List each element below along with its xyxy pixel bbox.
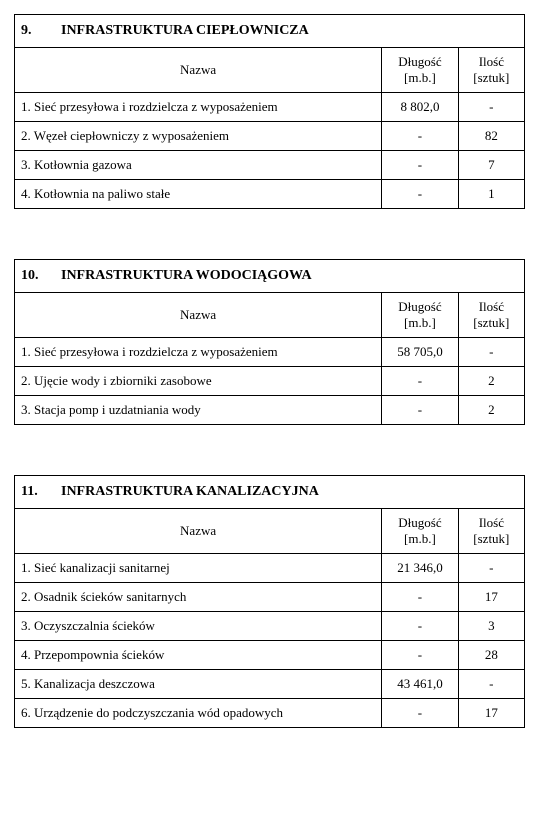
row-qty: 2: [458, 367, 524, 396]
row-label: 2. Węzeł ciepłowniczy z wyposażeniem: [15, 122, 382, 151]
table-row: 3. Stacja pomp i uzdatniania wody-2: [15, 396, 525, 425]
table-row: 4. Przepompownia ścieków-28: [15, 641, 525, 670]
column-header-length-line1: Długość: [388, 299, 452, 315]
table-row: 1. Sieć przesyłowa i rozdzielcza z wypos…: [15, 338, 525, 367]
row-qty: 1: [458, 180, 524, 209]
column-header-qty-line2: [sztuk]: [465, 315, 518, 331]
column-header-name: Nazwa: [15, 293, 382, 338]
table-row: 1. Sieć kanalizacji sanitarnej21 346,0-: [15, 554, 525, 583]
row-length: -: [382, 699, 459, 728]
row-label: 3. Oczyszczalnia ścieków: [15, 612, 382, 641]
column-header-length-line1: Długość: [388, 515, 452, 531]
row-label: 1. Sieć przesyłowa i rozdzielcza z wypos…: [15, 338, 382, 367]
row-label: 1. Sieć kanalizacji sanitarnej: [15, 554, 382, 583]
table-row: 6. Urządzenie do podczyszczania wód opad…: [15, 699, 525, 728]
column-header-qty: Ilość[sztuk]: [458, 48, 524, 93]
row-label: 5. Kanalizacja deszczowa: [15, 670, 382, 699]
row-label: 4. Kotłownia na paliwo stałe: [15, 180, 382, 209]
section-title: 9.INFRASTRUKTURA CIEPŁOWNICZA: [15, 15, 525, 48]
column-header-length-line2: [m.b.]: [388, 315, 452, 331]
column-header-length-line2: [m.b.]: [388, 531, 452, 547]
table-row: 2. Osadnik ścieków sanitarnych-17: [15, 583, 525, 612]
row-length: 43 461,0: [382, 670, 459, 699]
column-header-qty-line1: Ilość: [465, 54, 518, 70]
data-table: 10.INFRASTRUKTURA WODOCIĄGOWANazwaDługoś…: [14, 259, 525, 425]
column-header-name: Nazwa: [15, 48, 382, 93]
table-row: 2. Węzeł ciepłowniczy z wyposażeniem-82: [15, 122, 525, 151]
row-length: -: [382, 122, 459, 151]
table-row: 3. Oczyszczalnia ścieków-3: [15, 612, 525, 641]
section: 9.INFRASTRUKTURA CIEPŁOWNICZANazwaDługoś…: [14, 14, 525, 209]
section: 11.INFRASTRUKTURA KANALIZACYJNANazwaDług…: [14, 475, 525, 728]
table-row: 1. Sieć przesyłowa i rozdzielcza z wypos…: [15, 93, 525, 122]
document-root: 9.INFRASTRUKTURA CIEPŁOWNICZANazwaDługoś…: [14, 14, 525, 728]
section-title-text: INFRASTRUKTURA KANALIZACYJNA: [61, 484, 319, 499]
row-length: 21 346,0: [382, 554, 459, 583]
row-length: -: [382, 612, 459, 641]
row-qty: -: [458, 670, 524, 699]
row-qty: 17: [458, 699, 524, 728]
column-header-qty: Ilość[sztuk]: [458, 509, 524, 554]
table-row: 4. Kotłownia na paliwo stałe-1: [15, 180, 525, 209]
section-title-text: INFRASTRUKTURA CIEPŁOWNICZA: [61, 23, 309, 38]
row-qty: 28: [458, 641, 524, 670]
row-length: -: [382, 151, 459, 180]
section-number: 10.: [21, 268, 61, 284]
row-qty: -: [458, 93, 524, 122]
row-length: -: [382, 396, 459, 425]
row-label: 4. Przepompownia ścieków: [15, 641, 382, 670]
row-label: 2. Ujęcie wody i zbiorniki zasobowe: [15, 367, 382, 396]
row-qty: 17: [458, 583, 524, 612]
row-label: 1. Sieć przesyłowa i rozdzielcza z wypos…: [15, 93, 382, 122]
row-label: 2. Osadnik ścieków sanitarnych: [15, 583, 382, 612]
row-length: 58 705,0: [382, 338, 459, 367]
row-length: -: [382, 641, 459, 670]
column-header-qty-line1: Ilość: [465, 299, 518, 315]
section-title-text: INFRASTRUKTURA WODOCIĄGOWA: [61, 268, 312, 283]
row-label: 3. Kotłownia gazowa: [15, 151, 382, 180]
row-label: 3. Stacja pomp i uzdatniania wody: [15, 396, 382, 425]
row-length: 8 802,0: [382, 93, 459, 122]
data-table: 9.INFRASTRUKTURA CIEPŁOWNICZANazwaDługoś…: [14, 14, 525, 209]
column-header-length-line1: Długość: [388, 54, 452, 70]
section-title: 10.INFRASTRUKTURA WODOCIĄGOWA: [15, 260, 525, 293]
section-number: 11.: [21, 484, 61, 500]
column-header-name: Nazwa: [15, 509, 382, 554]
column-header-length: Długość[m.b.]: [382, 509, 459, 554]
column-header-qty-line2: [sztuk]: [465, 531, 518, 547]
row-length: -: [382, 367, 459, 396]
table-row: 2. Ujęcie wody i zbiorniki zasobowe-2: [15, 367, 525, 396]
row-qty: 2: [458, 396, 524, 425]
column-header-qty: Ilość[sztuk]: [458, 293, 524, 338]
row-qty: -: [458, 554, 524, 583]
section-title: 11.INFRASTRUKTURA KANALIZACYJNA: [15, 476, 525, 509]
section: 10.INFRASTRUKTURA WODOCIĄGOWANazwaDługoś…: [14, 259, 525, 425]
row-qty: 7: [458, 151, 524, 180]
column-header-length: Długość[m.b.]: [382, 48, 459, 93]
column-header-length-line2: [m.b.]: [388, 70, 452, 86]
table-row: 5. Kanalizacja deszczowa43 461,0-: [15, 670, 525, 699]
row-qty: -: [458, 338, 524, 367]
row-length: -: [382, 180, 459, 209]
column-header-qty-line1: Ilość: [465, 515, 518, 531]
column-header-length: Długość[m.b.]: [382, 293, 459, 338]
row-label: 6. Urządzenie do podczyszczania wód opad…: [15, 699, 382, 728]
section-number: 9.: [21, 23, 61, 39]
data-table: 11.INFRASTRUKTURA KANALIZACYJNANazwaDług…: [14, 475, 525, 728]
row-length: -: [382, 583, 459, 612]
table-row: 3. Kotłownia gazowa-7: [15, 151, 525, 180]
column-header-qty-line2: [sztuk]: [465, 70, 518, 86]
row-qty: 82: [458, 122, 524, 151]
row-qty: 3: [458, 612, 524, 641]
